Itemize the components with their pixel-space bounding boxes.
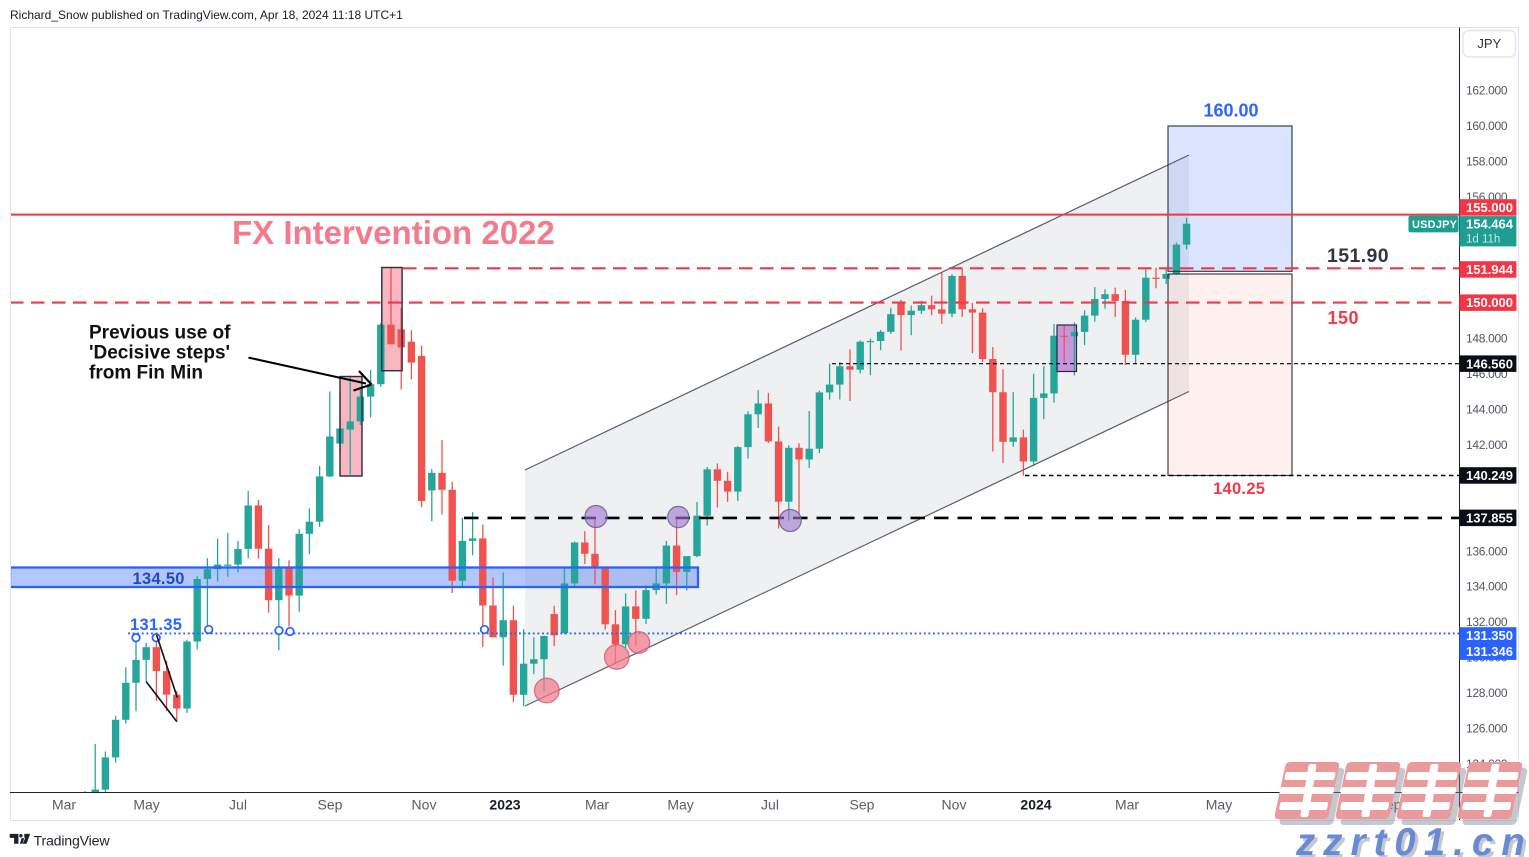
svg-text:1d 11h: 1d 11h (1466, 234, 1500, 246)
svg-text:May: May (133, 797, 159, 813)
svg-text:zzrt01.cn: zzrt01.cn (1295, 821, 1529, 857)
svg-text:from Fin Min: from Fin Min (89, 363, 203, 384)
svg-text:Mar: Mar (1115, 797, 1139, 813)
svg-text:140.249: 140.249 (1466, 468, 1513, 483)
svg-text:2023: 2023 (489, 797, 520, 813)
svg-text:zzrt01.cn: zzrt01.cn (1298, 824, 1529, 857)
svg-text:Jul: Jul (229, 797, 247, 813)
svg-text:136.000: 136.000 (1466, 544, 1508, 558)
svg-text:USDJPY: USDJPY (1412, 219, 1458, 231)
svg-text:132.000: 132.000 (1466, 615, 1508, 629)
svg-text:140.25: 140.25 (1213, 480, 1265, 498)
svg-text:134.000: 134.000 (1466, 580, 1508, 594)
svg-text:160.000: 160.000 (1466, 119, 1508, 133)
svg-text:Nov: Nov (412, 797, 437, 813)
svg-text:151.90: 151.90 (1327, 245, 1389, 267)
svg-text:TradingView: TradingView (34, 833, 111, 849)
svg-text:146.560: 146.560 (1466, 356, 1513, 371)
svg-text:131.35: 131.35 (130, 616, 182, 634)
svg-text:137.855: 137.855 (1466, 511, 1513, 526)
svg-text:Jul: Jul (761, 797, 779, 813)
svg-text:162.000: 162.000 (1466, 84, 1508, 98)
svg-text:150.000: 150.000 (1466, 295, 1513, 310)
svg-text:May: May (667, 797, 693, 813)
svg-text:Mar: Mar (52, 797, 76, 813)
svg-text:144.000: 144.000 (1466, 403, 1508, 417)
svg-text:142.000: 142.000 (1466, 438, 1508, 452)
svg-text:134.50: 134.50 (133, 570, 185, 588)
svg-text:JPY: JPY (1477, 36, 1501, 51)
svg-text:'Decisive steps': 'Decisive steps' (89, 343, 230, 364)
svg-text:Sep: Sep (850, 797, 875, 813)
svg-text:Sep: Sep (318, 797, 343, 813)
svg-text:2024: 2024 (1020, 797, 1051, 813)
svg-text:Richard_Snow published on Trad: Richard_Snow published on TradingView.co… (10, 8, 403, 22)
svg-text:Previous use of: Previous use of (89, 323, 231, 344)
svg-text:Nov: Nov (942, 797, 967, 813)
svg-text:160.00: 160.00 (1204, 101, 1259, 121)
svg-text:148.000: 148.000 (1466, 332, 1508, 346)
svg-text:126.000: 126.000 (1466, 722, 1508, 736)
svg-text:155.000: 155.000 (1466, 200, 1513, 215)
svg-text:FX Intervention 2022: FX Intervention 2022 (232, 214, 555, 251)
svg-text:128.000: 128.000 (1466, 686, 1508, 700)
svg-text:150: 150 (1328, 308, 1360, 328)
svg-text:151.944: 151.944 (1466, 262, 1514, 277)
svg-text:154.464: 154.464 (1466, 217, 1514, 232)
svg-text:131.346: 131.346 (1466, 644, 1513, 659)
svg-text:158.000: 158.000 (1466, 154, 1508, 168)
svg-text:131.350: 131.350 (1466, 628, 1513, 643)
svg-text:May: May (1206, 797, 1232, 813)
svg-text:Mar: Mar (585, 797, 609, 813)
